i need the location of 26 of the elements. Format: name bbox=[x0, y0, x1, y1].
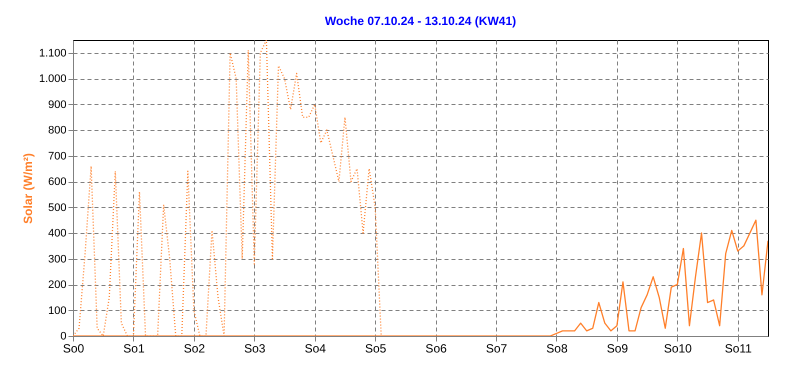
y-tick-label: 0 bbox=[60, 330, 66, 342]
y-axis-title: Solar (W/m²) bbox=[20, 153, 35, 224]
x-tick-label: So8 bbox=[546, 342, 568, 356]
y-tick-label: 900 bbox=[48, 98, 66, 111]
x-tick-label: So10 bbox=[664, 342, 692, 356]
x-tick-label: So7 bbox=[486, 342, 508, 356]
x-tick-label: So9 bbox=[606, 342, 628, 356]
y-tick-label: 300 bbox=[48, 253, 66, 266]
x-tick-label: So11 bbox=[724, 342, 752, 356]
y-tick-label: 1.000 bbox=[38, 73, 66, 86]
y-tick-label: 400 bbox=[48, 228, 66, 240]
y-tick-label: 200 bbox=[48, 279, 66, 292]
x-tick-label: So5 bbox=[364, 342, 387, 356]
y-tick-label: 500 bbox=[48, 202, 66, 214]
y-tick-label: 800 bbox=[48, 124, 66, 137]
x-tick-label: So4 bbox=[304, 342, 326, 356]
x-tick-label: So1 bbox=[123, 342, 145, 356]
x-tick-label: So6 bbox=[425, 342, 448, 356]
x-tick-label: So0 bbox=[62, 342, 84, 356]
y-tick-label: 1.100 bbox=[38, 47, 66, 60]
x-tick-label: So2 bbox=[184, 342, 206, 356]
y-tick-label: 100 bbox=[48, 304, 66, 317]
y-tick-label: 700 bbox=[48, 150, 66, 162]
x-tick-label: So3 bbox=[244, 342, 266, 356]
chart-title: Woche 07.10.24 - 13.10.24 (KW41) bbox=[324, 14, 516, 28]
y-tick-label: 600 bbox=[48, 176, 66, 188]
